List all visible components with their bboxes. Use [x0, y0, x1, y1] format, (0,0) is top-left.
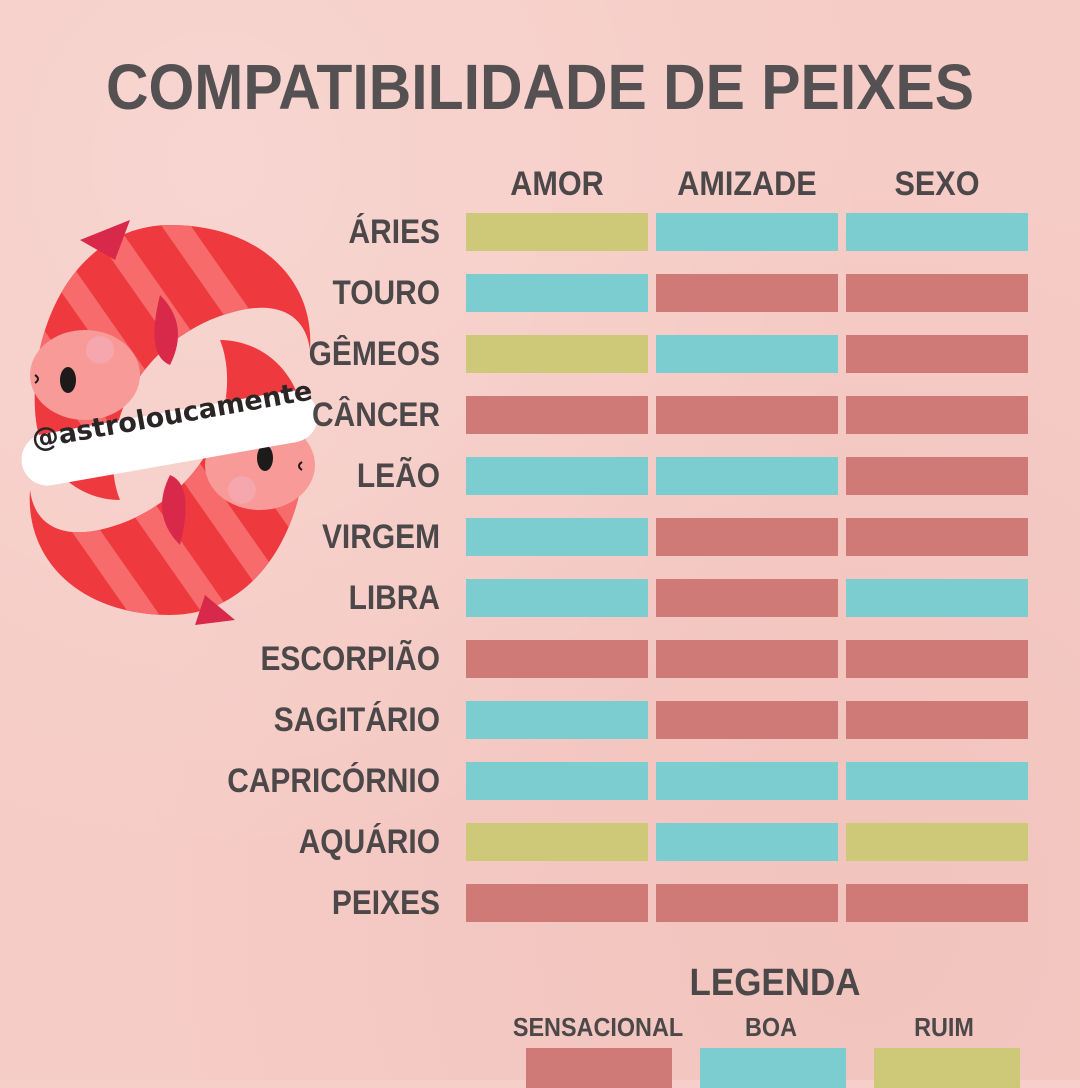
rating-cell-amor	[466, 579, 648, 617]
sign-label: AQUÁRIO	[298, 823, 440, 861]
rating-cell-amizade	[656, 335, 838, 373]
page-title: COMPATIBILIDADE DE PEIXES	[105, 51, 975, 123]
sign-label: CÂNCER	[312, 396, 440, 434]
rating-cell-amor	[466, 396, 648, 434]
rating-cell-sexo	[846, 762, 1028, 800]
rating-cell-amizade	[656, 762, 838, 800]
rating-cell-sexo	[846, 396, 1028, 434]
rating-cell-amizade	[656, 518, 838, 556]
pisces-fish-emblem	[21, 220, 318, 625]
rating-cell-sexo	[846, 274, 1028, 312]
sign-label: VIRGEM	[321, 518, 440, 556]
legend-label-ruim: RUIM	[914, 1012, 974, 1042]
rating-cell-amizade	[656, 213, 838, 251]
sign-label: ÁRIES	[348, 213, 440, 251]
legend-swatch-sensacional	[526, 1048, 672, 1088]
rating-cell-amizade	[656, 823, 838, 861]
rating-cell-amor	[466, 518, 648, 556]
rating-cell-amor	[466, 762, 648, 800]
rating-cell-sexo	[846, 884, 1028, 922]
rating-cell-sexo	[846, 579, 1028, 617]
sign-label: LEÃO	[356, 457, 440, 495]
rating-cell-amizade	[656, 457, 838, 495]
rating-cell-amor	[466, 701, 648, 739]
legend-title: LEGENDA	[689, 962, 861, 1004]
sign-label: PEIXES	[331, 884, 440, 922]
rating-cell-sexo	[846, 640, 1028, 678]
rating-cell-sexo	[846, 518, 1028, 556]
sign-label: SAGITÁRIO	[273, 701, 440, 739]
rating-cell-amor	[466, 457, 648, 495]
rating-cell-sexo	[846, 457, 1028, 495]
sign-label: TOURO	[332, 274, 440, 312]
rating-cell-amor	[466, 213, 648, 251]
sign-label: CAPRICÓRNIO	[227, 762, 440, 800]
sign-label: GÊMEOS	[308, 335, 440, 373]
rating-cell-amizade	[656, 396, 838, 434]
rating-cell-amor	[466, 274, 648, 312]
rating-cell-amizade	[656, 701, 838, 739]
column-header-amor: AMOR	[510, 165, 604, 203]
rating-cell-amor	[466, 884, 648, 922]
legend-swatch-ruim	[874, 1048, 1020, 1088]
column-header-sexo: SEXO	[894, 165, 980, 203]
legend-label-sensacional: SENSACIONAL	[512, 1012, 684, 1042]
rating-cell-sexo	[846, 701, 1028, 739]
rating-cell-amizade	[656, 579, 838, 617]
rating-cell-sexo	[846, 213, 1028, 251]
legend-label-boa: BOA	[744, 1012, 798, 1042]
sign-label: ESCORPIÃO	[260, 640, 440, 678]
rating-cell-amor	[466, 823, 648, 861]
rating-cell-sexo	[846, 823, 1028, 861]
rating-cell-amizade	[656, 640, 838, 678]
rating-cell-amizade	[656, 274, 838, 312]
rating-cell-sexo	[846, 335, 1028, 373]
rating-cell-amor	[466, 640, 648, 678]
column-header-amizade: AMIZADE	[677, 165, 817, 203]
rating-cell-amor	[466, 335, 648, 373]
sign-label: LIBRA	[348, 579, 440, 617]
legend-swatch-boa	[700, 1048, 846, 1088]
rating-cell-amizade	[656, 884, 838, 922]
